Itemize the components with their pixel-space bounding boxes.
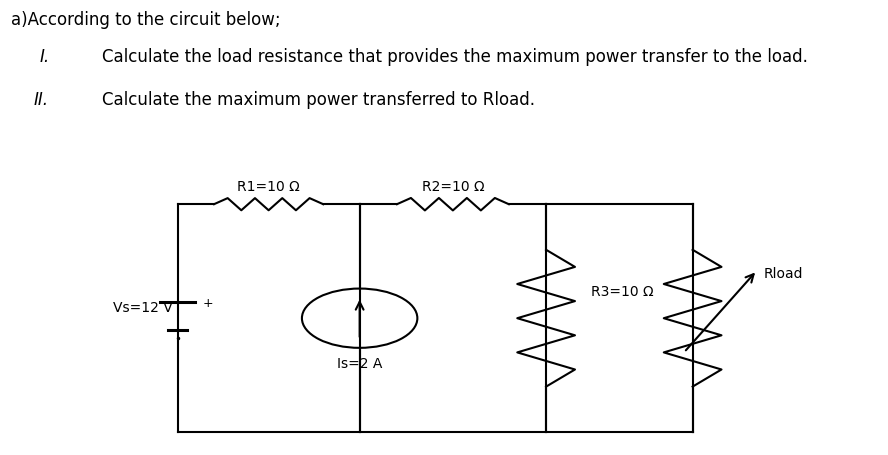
Text: I.: I. xyxy=(40,48,50,66)
Text: II.: II. xyxy=(34,91,49,109)
Text: a)According to the circuit below;: a)According to the circuit below; xyxy=(11,11,281,29)
Text: Calculate the load resistance that provides the maximum power transfer to the lo: Calculate the load resistance that provi… xyxy=(102,48,808,66)
Text: Vs=12 V: Vs=12 V xyxy=(114,300,173,314)
Text: R2=10 Ω: R2=10 Ω xyxy=(422,179,484,193)
Text: R3=10 Ω: R3=10 Ω xyxy=(591,284,654,298)
Text: Calculate the maximum power transferred to Rload.: Calculate the maximum power transferred … xyxy=(102,91,535,109)
Text: R1=10 Ω: R1=10 Ω xyxy=(237,179,300,193)
Text: +: + xyxy=(202,296,213,309)
Text: Rload: Rload xyxy=(764,266,804,280)
Text: Is=2 A: Is=2 A xyxy=(337,356,383,370)
